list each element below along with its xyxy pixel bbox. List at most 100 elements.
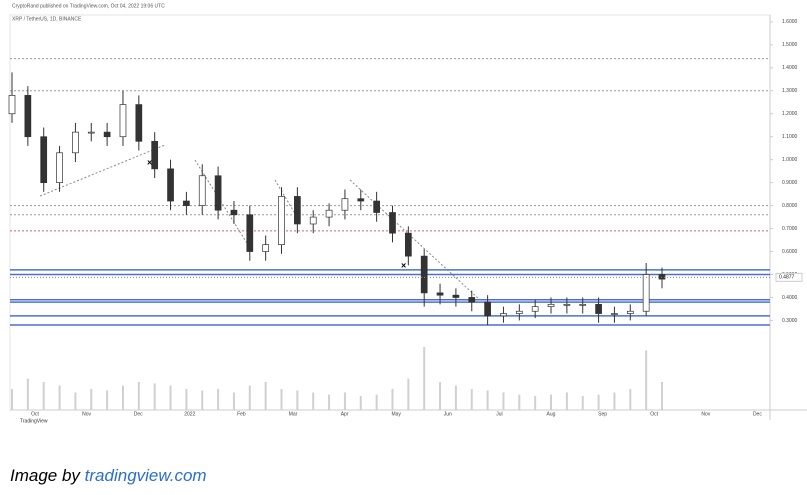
candle-body [135, 104, 143, 142]
volume-bar [264, 382, 267, 410]
candle-body [642, 274, 650, 312]
y-tick-label: 1.4000 [782, 65, 798, 71]
brand: TradingView [20, 418, 48, 424]
y-tick-label: 0.8000 [782, 203, 798, 209]
volume-bar [645, 350, 648, 410]
volume-bar [486, 390, 489, 410]
candle-body [389, 212, 396, 234]
candle-body [341, 198, 349, 211]
marker: × [147, 157, 152, 167]
volume-bar [550, 394, 553, 410]
volume-bar [613, 392, 616, 410]
x-tick-label: Dec [134, 411, 143, 417]
candle-body [151, 140, 159, 170]
y-tick-label: 0.6000 [782, 249, 798, 255]
candle-body [515, 310, 523, 314]
candle-body [436, 292, 444, 296]
candle-body [468, 297, 476, 303]
volume-bar [74, 392, 77, 410]
volume-bar [201, 390, 204, 410]
volume-bar [185, 389, 188, 410]
volume-bar [629, 389, 632, 410]
volume-bar [11, 389, 13, 410]
volume-bar [217, 389, 220, 410]
candle-body [373, 200, 380, 213]
candle-body [214, 175, 222, 211]
volume-bar [661, 382, 663, 410]
x-tick-label: Jun [444, 411, 452, 417]
y-tick-label: 0.3000 [782, 318, 798, 324]
x-tick-label: Jul [496, 411, 502, 417]
volume-bar [169, 385, 172, 410]
x-tick-label: Apr [341, 411, 349, 417]
volume-bar [470, 389, 473, 410]
volume-bar [58, 385, 61, 410]
x-tick-label: Aug [547, 411, 556, 417]
volume-bar [534, 396, 537, 410]
volume-bar [407, 378, 410, 410]
candle-body [658, 274, 666, 280]
trendline [349, 179, 481, 301]
volume-bar [391, 389, 394, 410]
candle-body [404, 232, 412, 257]
candle-body [246, 214, 254, 252]
symbol: XRP / TetherUS, 1D, BINANCE [12, 16, 82, 22]
volume-bar [423, 347, 426, 410]
y-tick-label: 1.3000 [782, 88, 798, 94]
candle-body [595, 304, 602, 314]
candle-body [309, 216, 317, 225]
y-tick-label: 1.6000 [782, 19, 798, 25]
candle-body [294, 196, 301, 225]
x-tick-label: Oct [650, 411, 658, 417]
y-tick-label: 1.0000 [782, 157, 798, 163]
candle-body [119, 104, 127, 138]
candle-body [103, 131, 111, 138]
volume-bar [232, 392, 235, 410]
candle-body [24, 95, 32, 138]
header: CryptoRand published on TradingView.com,… [12, 3, 165, 9]
x-tick-label: Nov [701, 411, 710, 417]
volume-bar [454, 385, 457, 410]
y-tick-label: 1.2000 [782, 111, 798, 117]
candle-body [484, 301, 491, 317]
volume-bar [26, 378, 29, 410]
volume-bar [597, 394, 600, 410]
volume-bar [565, 392, 568, 410]
candle-body [87, 131, 95, 134]
x-tick-label: May [391, 411, 401, 417]
trendline [39, 144, 166, 197]
y-tick-label: 1.5000 [782, 42, 798, 48]
volume-bar [42, 382, 45, 410]
candle-body [167, 168, 174, 202]
volume-bar [518, 394, 521, 410]
x-tick-label: 2022 [184, 411, 195, 417]
candle-body [56, 152, 63, 183]
volume-bar [280, 389, 283, 410]
volume-bar [153, 383, 156, 410]
chart: CryptoRand published on TradingView.com,… [8, 3, 807, 424]
candle-body [626, 310, 634, 314]
candle-body [531, 306, 539, 312]
candle-body [8, 95, 16, 115]
x-tick-label: Oct [31, 411, 39, 417]
y-tick-label: 0.9000 [782, 180, 798, 186]
volume-bar [581, 396, 584, 410]
last-price-label: 0.4877 [779, 275, 795, 281]
volume-bar [296, 390, 299, 410]
credit-prefix: Image by [10, 466, 80, 485]
x-tick-label: Sep [598, 411, 607, 417]
volume-bar [328, 394, 331, 410]
volume-bar [502, 392, 505, 410]
y-tick-label: 1.1000 [782, 134, 798, 140]
credit-site: tradingview.com [84, 466, 207, 485]
candle-body [72, 131, 79, 154]
candle-body [547, 304, 555, 308]
candle-body [579, 304, 587, 306]
candle-body [500, 313, 507, 317]
candle-body [198, 175, 206, 206]
marker: × [401, 260, 406, 270]
candle-body [40, 136, 48, 183]
y-tick-label: 0.4000 [782, 295, 798, 301]
last-price-box [775, 272, 803, 282]
